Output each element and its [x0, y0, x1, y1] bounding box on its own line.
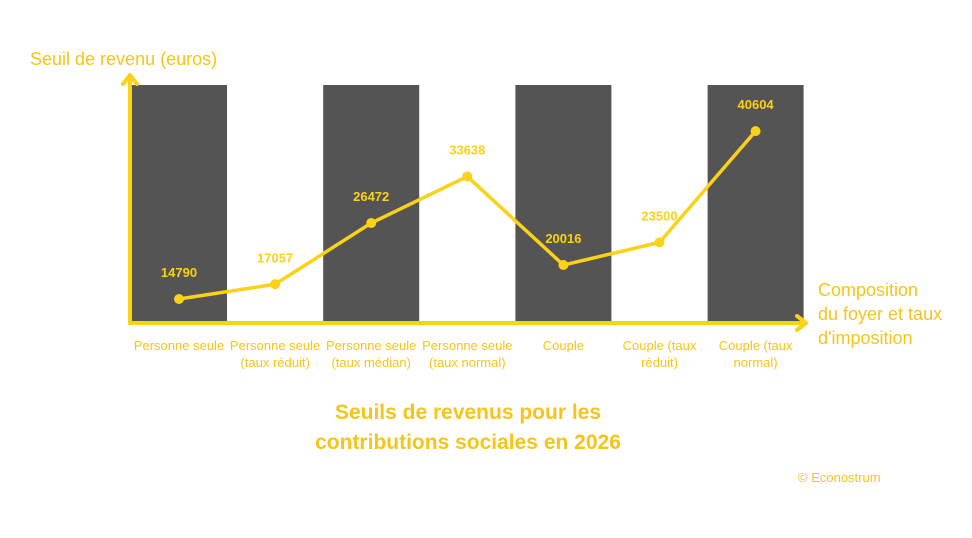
band	[131, 85, 227, 323]
point	[750, 126, 761, 137]
x-tick-label: Personne seule	[133, 338, 225, 353]
x-tick-label: Personne seule (taux réduit)	[229, 338, 321, 370]
point	[654, 237, 665, 248]
x-tick-label: Personne seule (taux médian)	[326, 338, 417, 370]
point	[270, 279, 281, 290]
x-tick-label: Couple (taux réduit)	[622, 338, 697, 370]
point	[558, 260, 569, 271]
band	[707, 85, 804, 323]
data-label: 40604	[738, 97, 775, 112]
data-label: 20016	[545, 231, 581, 246]
point	[174, 294, 184, 305]
chart-title: Seuils de revenus pour les contributions…	[315, 401, 621, 454]
x-axis-label: Composition du foyer et taux d'impositio…	[818, 280, 943, 348]
band	[515, 85, 612, 323]
credit: © Econostrum	[798, 470, 881, 485]
x-tick-label: Couple	[542, 338, 584, 353]
point	[366, 218, 377, 229]
x-axis	[128, 314, 808, 332]
data-label: 14790	[161, 265, 197, 280]
data-label: 23500	[641, 208, 677, 223]
point	[462, 171, 473, 182]
x-tick-label: Couple (taux normal)	[718, 338, 793, 370]
y-axis	[121, 73, 139, 325]
data-label: 33638	[449, 142, 485, 157]
y-axis-label: Seuil de revenu (euros)	[30, 49, 218, 69]
x-tick-label: Personne seule (taux normal)	[422, 338, 513, 370]
data-label: 17057	[257, 250, 293, 265]
data-label: 26472	[353, 189, 389, 204]
band	[323, 85, 420, 323]
